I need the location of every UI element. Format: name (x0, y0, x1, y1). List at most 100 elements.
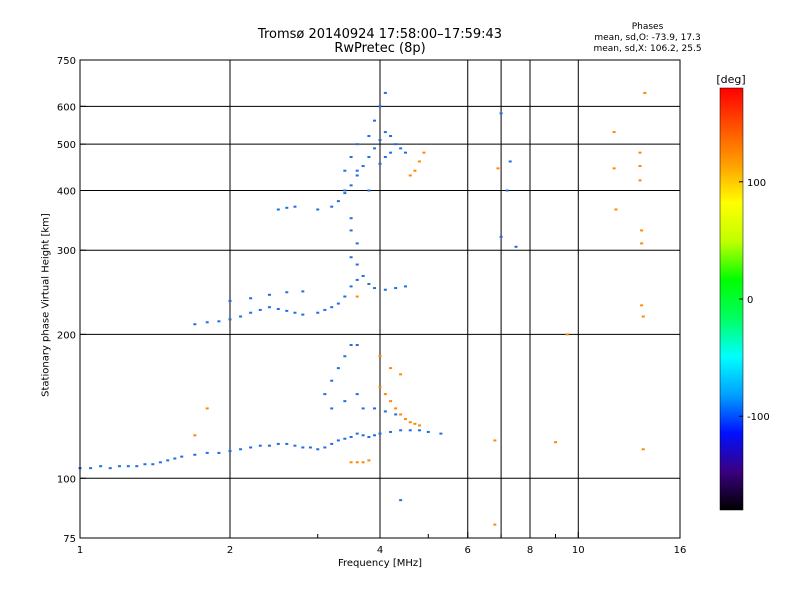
data-point-o (336, 200, 340, 203)
data-point-o (217, 451, 221, 454)
data-point-o (258, 308, 262, 311)
data-point-o (249, 446, 253, 449)
data-point-x (403, 418, 407, 421)
data-point-o (293, 444, 297, 447)
data-point-o (276, 308, 280, 311)
phase-stats-o-mode: mean, sd,O: -73.9, 17.3 (594, 33, 701, 43)
data-point-o (323, 393, 327, 396)
data-point-o (355, 143, 359, 146)
data-point-o (349, 156, 353, 159)
data-point-o (285, 291, 289, 294)
data-point-o (349, 217, 353, 220)
data-point-o (89, 467, 93, 470)
data-point-x (493, 523, 497, 526)
data-point-x (413, 422, 417, 425)
data-point-o (343, 192, 347, 195)
data-point-o (439, 432, 443, 435)
data-point-o (267, 444, 271, 447)
data-point-x (389, 400, 393, 403)
y-tick-label: 300 (57, 246, 76, 257)
data-point-x (361, 461, 365, 464)
data-point-o (330, 407, 334, 410)
data-point-x (614, 208, 618, 211)
data-point-x (643, 91, 647, 94)
y-tick-label: 750 (57, 56, 76, 67)
phase-stats-heading: Phases (631, 22, 664, 32)
data-point-o (373, 434, 377, 437)
data-point-o (193, 453, 197, 456)
data-point-o (514, 245, 518, 248)
data-point-o (505, 189, 509, 192)
data-point-o (228, 299, 232, 302)
data-point-o (343, 355, 347, 358)
data-point-o (373, 147, 377, 150)
data-point-o (378, 432, 382, 435)
data-point-o (399, 147, 403, 150)
data-point-o (330, 306, 334, 309)
data-point-o (316, 311, 320, 314)
data-point-x (417, 160, 421, 163)
data-point-x (408, 174, 412, 177)
data-point-o (367, 282, 371, 285)
data-point-o (249, 297, 253, 300)
phase-stats-x-mode: mean, sd,X: 106.2, 25.5 (593, 44, 702, 54)
data-point-o (378, 105, 382, 108)
data-point-o (323, 446, 327, 449)
data-point-o (355, 432, 359, 435)
data-point-o (361, 165, 365, 168)
data-point-o (355, 263, 359, 266)
data-point-o (343, 189, 347, 192)
data-point-o (355, 242, 359, 245)
data-point-x (640, 229, 644, 232)
data-point-x (493, 439, 497, 442)
data-point-o (355, 344, 359, 347)
data-point-x (378, 355, 382, 358)
data-point-o (343, 437, 347, 440)
data-point-o (336, 439, 340, 442)
data-point-o (349, 229, 353, 232)
data-point-o (330, 379, 334, 382)
data-point-x (378, 386, 382, 389)
data-point-o (117, 465, 121, 468)
data-point-o (378, 139, 382, 142)
data-point-o (193, 323, 197, 326)
x-tick-label: 16 (674, 545, 687, 556)
data-point-o (508, 160, 512, 163)
data-point-x (355, 461, 359, 464)
data-point-o (308, 446, 312, 449)
data-point-o (403, 151, 407, 154)
data-point-x (638, 151, 642, 154)
data-point-o (383, 156, 387, 159)
data-point-o (394, 287, 398, 290)
data-point-o (267, 306, 271, 309)
data-point-o (417, 429, 421, 432)
data-point-o (276, 442, 280, 445)
colorbar-tick-label: 100 (747, 178, 766, 189)
data-point-x (612, 167, 616, 170)
data-point-o (426, 430, 430, 433)
data-point-o (228, 450, 232, 453)
data-point-o (301, 290, 305, 293)
data-point-o (355, 278, 359, 281)
data-point-o (349, 184, 353, 187)
data-point-x (417, 424, 421, 427)
data-point-o (166, 459, 170, 462)
x-tick-label: 2 (227, 545, 233, 556)
data-point-o (135, 465, 139, 468)
data-point-o (499, 235, 503, 238)
data-point-o (373, 119, 377, 122)
x-tick-label: 10 (572, 545, 585, 556)
data-point-o (330, 205, 334, 208)
data-point-o (205, 321, 209, 324)
data-point-o (355, 169, 359, 172)
data-point-o (367, 435, 371, 438)
data-point-x (638, 179, 642, 182)
data-point-o (394, 143, 398, 146)
data-point-o (258, 444, 262, 447)
data-point-o (367, 189, 371, 192)
data-point-o (173, 457, 177, 460)
data-point-x (349, 461, 353, 464)
y-tick-label: 100 (57, 474, 76, 485)
x-tick-label: 6 (465, 545, 471, 556)
